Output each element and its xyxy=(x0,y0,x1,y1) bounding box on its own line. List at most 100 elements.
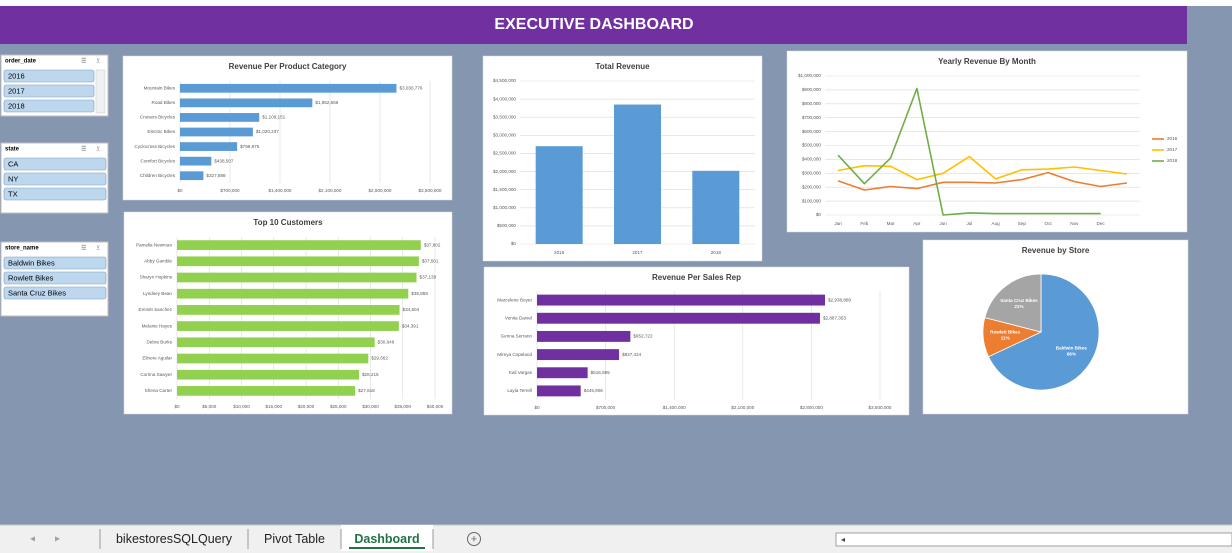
bar xyxy=(180,142,238,151)
value-label: $516,695 xyxy=(591,370,611,375)
add-sheet-plus[interactable]: + xyxy=(471,533,477,545)
x-tick-label: $2,800,000 xyxy=(800,405,823,410)
slicer-item[interactable] xyxy=(3,69,95,83)
value-label: $34,391 xyxy=(402,323,419,328)
slicer-item-label[interactable]: 2017 xyxy=(8,86,25,95)
category-label: Emmitt Sanchez xyxy=(139,307,173,312)
bar xyxy=(177,369,359,380)
value-label: $29,662 xyxy=(371,356,388,361)
category-label: Electric Bikes xyxy=(147,129,175,134)
slicer-title: order_date xyxy=(5,59,37,65)
slice-percent: 68% xyxy=(1067,351,1076,356)
slicer-item-label[interactable]: Santa Cruz Bikes xyxy=(8,288,66,297)
x-tick-label: $2,800,000 xyxy=(369,188,392,193)
slicer-title: store_name xyxy=(5,246,39,252)
h-scroll-left[interactable]: ◂ xyxy=(841,535,845,544)
category-label: Cyclocross Bicycles xyxy=(134,144,175,149)
slicer-clear-icon[interactable]: ⊻ xyxy=(96,245,100,252)
series-line xyxy=(837,155,1128,181)
bar xyxy=(180,98,313,108)
x-tick-label: $30,000 xyxy=(362,404,379,409)
x-tick-label: $2,100,000 xyxy=(319,188,342,193)
y-tick-label: $800,000 xyxy=(802,101,822,106)
bar xyxy=(177,256,419,267)
slicer-item[interactable] xyxy=(3,157,107,171)
bar xyxy=(537,330,631,342)
slicer-item[interactable] xyxy=(3,84,95,98)
x-tick-label: $0 xyxy=(174,404,180,409)
slicer-item-label[interactable]: Baldwin Bikes xyxy=(8,258,55,267)
slicer-item[interactable] xyxy=(3,99,95,113)
slicer-item-label[interactable]: 2018 xyxy=(8,101,25,110)
slicer-item-label[interactable]: CA xyxy=(8,159,18,168)
x-tick-label: Jul xyxy=(966,221,972,226)
x-tick-label: $0 xyxy=(177,188,183,193)
bar xyxy=(537,312,820,324)
x-tick-label: Dec xyxy=(1097,221,1106,226)
slicer-item-label[interactable]: 2016 xyxy=(8,71,25,80)
value-label: $2,938,889 xyxy=(828,297,851,302)
tab-scroll-left[interactable]: ◂ xyxy=(30,534,35,545)
x-tick-label: Feb xyxy=(860,221,868,226)
bar xyxy=(180,113,260,122)
x-tick-label: $5,000 xyxy=(202,404,216,409)
x-tick-label: $1,400,000 xyxy=(269,188,292,193)
bar xyxy=(180,127,253,137)
legend-label: 2017 xyxy=(1167,147,1178,152)
y-tick-label: $2,000,000 xyxy=(493,169,516,174)
slicer-item[interactable] xyxy=(3,271,107,285)
slice-percent: 21% xyxy=(1014,304,1023,309)
y-tick-label: $1,000,000 xyxy=(493,205,516,210)
y-tick-label: $3,000,000 xyxy=(493,133,516,138)
slicer-item[interactable] xyxy=(3,172,107,186)
h-scrollbar[interactable] xyxy=(835,532,1232,547)
slice-percent: 11% xyxy=(1001,336,1010,341)
value-label: $445,906 xyxy=(584,388,604,393)
y-tick-label: $300,000 xyxy=(802,171,822,176)
bar xyxy=(180,83,397,93)
value-label: $28,215 xyxy=(362,372,379,377)
slicer-multiselect-icon[interactable]: ☰ xyxy=(81,146,86,153)
slicer-item[interactable] xyxy=(3,187,107,201)
y-tick-label: $0 xyxy=(511,241,517,246)
value-label: $952,722 xyxy=(633,334,653,339)
add-sheet[interactable] xyxy=(467,532,481,546)
category-label: Genna Serrano xyxy=(501,334,533,339)
x-tick-label: Mar xyxy=(887,221,895,226)
sheet-tab[interactable]: Pivot Table xyxy=(264,532,325,546)
x-tick-label: $700,000 xyxy=(596,405,616,410)
category-label: Pamelia Newman xyxy=(136,242,172,247)
slicer-item-label[interactable]: TX xyxy=(8,189,18,198)
slicer-scrollbar[interactable] xyxy=(95,69,106,114)
y-tick-label: $100,000 xyxy=(802,198,822,203)
y-tick-label: $500,000 xyxy=(497,223,517,228)
series-line xyxy=(837,171,1128,191)
category-label: Venita Daniel xyxy=(505,315,532,320)
chart-panel xyxy=(786,50,1188,233)
slicer-item-label[interactable]: Rowlett Bikes xyxy=(8,273,54,282)
x-tick-label: Aug xyxy=(992,221,1001,226)
value-label: $1,852,556 xyxy=(315,100,338,105)
sheet-tab[interactable]: Dashboard xyxy=(354,532,419,546)
slicer-multiselect-icon[interactable]: ☰ xyxy=(81,58,86,65)
category-label: Marcelene Boyer xyxy=(497,297,532,302)
slice-label: Santa Cruz Bikes xyxy=(1000,298,1038,303)
slicer-item-label[interactable]: NY xyxy=(8,174,18,183)
y-tick-label: $1,000,000 xyxy=(798,73,821,78)
slicer-item[interactable] xyxy=(3,286,107,300)
category-label: Mountain Bikes xyxy=(144,86,176,91)
y-tick-label: $0 xyxy=(816,212,822,217)
sheet-tab[interactable]: bikestoresSQLQuery xyxy=(116,532,233,546)
slicer-clear-icon[interactable]: ⊻ xyxy=(96,58,100,65)
tab-scroll-right[interactable]: ▸ xyxy=(55,534,60,545)
y-tick-label: $700,000 xyxy=(802,115,822,120)
y-tick-label: $500,000 xyxy=(802,143,822,148)
category-label: Abby Gamble xyxy=(144,259,172,264)
slicer-multiselect-icon[interactable]: ☰ xyxy=(81,245,86,252)
series-line xyxy=(837,87,1101,216)
y-tick-label: $4,500,000 xyxy=(493,78,516,83)
slicer-clear-icon[interactable]: ⊻ xyxy=(96,146,100,153)
x-tick-label: Jan xyxy=(834,221,842,226)
slicer-item[interactable] xyxy=(3,256,107,270)
x-tick-label: $3,500,000 xyxy=(419,188,442,193)
